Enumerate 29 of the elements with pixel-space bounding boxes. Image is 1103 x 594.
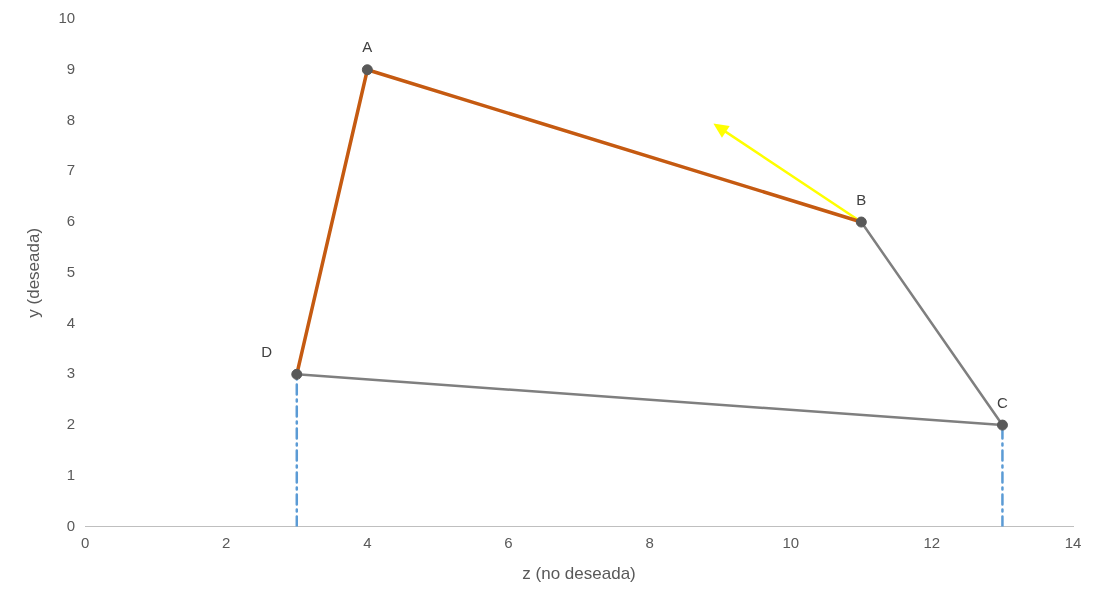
x-axis-title: z (no deseada) <box>522 564 636 584</box>
point <box>361 64 373 76</box>
annotation: A <box>362 38 373 56</box>
y-tick-label: 5 <box>66 262 76 280</box>
x-tick-label: 8 <box>645 533 654 551</box>
x-tick-label: 14 <box>1064 533 1082 551</box>
y-axis-title: y (deseada) <box>23 227 43 318</box>
x-tick-label: 0 <box>80 533 90 551</box>
y-tick-label: 3 <box>66 364 76 382</box>
x-tick-label: 6 <box>504 533 513 551</box>
y-tick-label: 9 <box>66 59 76 77</box>
point <box>855 216 867 228</box>
annotation: B <box>856 190 867 208</box>
x-tick-label: 4 <box>363 533 372 551</box>
y-tick-label: 1 <box>66 465 76 483</box>
y-tick-label: 2 <box>66 415 76 433</box>
y-tick-label: 0 <box>66 516 76 534</box>
y-tick-label: 6 <box>66 212 76 230</box>
x-tick-label: 10 <box>782 533 800 551</box>
y-tick-label: 7 <box>66 161 76 179</box>
y-tick-label: 8 <box>66 110 76 128</box>
point <box>291 368 303 380</box>
annotation: C <box>997 393 1009 411</box>
annotation: D <box>261 342 273 360</box>
point <box>996 419 1008 431</box>
x-tick-label: 2 <box>222 533 231 551</box>
y-tick-label: 4 <box>66 313 76 331</box>
x-tick-label: 12 <box>923 533 941 551</box>
y-tick-label: 10 <box>58 9 76 27</box>
